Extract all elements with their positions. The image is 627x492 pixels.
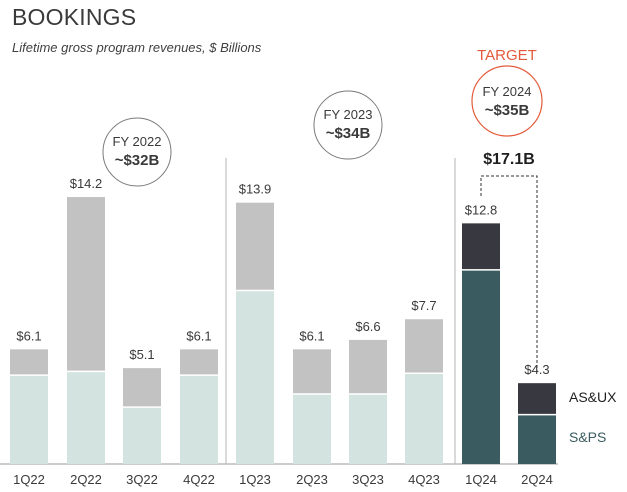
fy2023-label: FY 2023 [324, 107, 373, 122]
total-label-1q23: $13.9 [239, 182, 272, 197]
bar-sps-1q24 [462, 270, 500, 464]
bar-asux-3q23 [349, 339, 387, 394]
total-label-4q22: $6.1 [186, 328, 211, 343]
bar-asux-4q22 [180, 349, 218, 375]
bar-sps-4q23 [405, 373, 443, 464]
bar-sps-2q22 [67, 371, 105, 464]
target-label: FY 2024 [483, 84, 532, 99]
bar-sps-2q23 [293, 394, 331, 464]
bar-group: $6.1 1Q22 $14.2 2Q22 $5.1 3Q22 $6.1 4Q22 $13.9 1Q… [10, 176, 556, 487]
tick-label-4q23: 4Q23 [408, 472, 440, 487]
bar-asux-4q23 [405, 319, 443, 373]
bar-asux-2q22 [67, 197, 105, 371]
bar-sps-1q23 [236, 291, 274, 464]
bar-asux-1q23 [236, 202, 274, 291]
bar-asux-3q22 [123, 368, 161, 407]
bar-sps-3q22 [123, 407, 161, 464]
target-value: ~$35B [485, 102, 530, 119]
chart-subtitle: Lifetime gross program revenues, $ Billi… [12, 40, 262, 55]
total-label-2q24: $4.3 [524, 362, 549, 377]
total-label-3q22: $5.1 [129, 347, 154, 362]
tick-label-1q22: 1Q22 [13, 472, 45, 487]
bar-asux-1q22 [10, 349, 48, 375]
bar-sps-1q22 [10, 375, 48, 464]
total-label-1q24: $12.8 [465, 202, 498, 217]
fy2023-circle [313, 90, 383, 160]
total-label-4q23: $7.7 [411, 298, 436, 313]
tick-label-1q24: 1Q24 [465, 472, 497, 487]
fy2022-circle [102, 117, 172, 187]
bar-sps-3q23 [349, 394, 387, 464]
tick-label-2q24: 2Q24 [521, 472, 553, 487]
total-label-3q23: $6.6 [355, 319, 380, 334]
tick-label-2q22: 2Q22 [70, 472, 102, 487]
chart-title: BOOKINGS [12, 4, 137, 30]
bar-asux-2q24 [518, 383, 556, 415]
tick-label-3q22: 3Q22 [126, 472, 158, 487]
total-label-2q22: $14.2 [70, 176, 103, 191]
tick-label-3q23: 3Q23 [352, 472, 384, 487]
fy2022-label: FY 2022 [113, 134, 162, 149]
fy2023-value: ~$34B [326, 125, 371, 142]
bar-sps-4q22 [180, 375, 218, 464]
h1-2024-bracket [480, 175, 538, 372]
tick-label-4q22: 4Q22 [183, 472, 215, 487]
legend-asux: AS&UX [569, 389, 617, 405]
target-circle [471, 65, 543, 137]
total-label-2q23: $6.1 [299, 328, 324, 343]
total-label-1q22: $6.1 [16, 328, 41, 343]
bar-sps-2q24 [518, 415, 556, 464]
bar-asux-2q23 [293, 349, 331, 394]
target-header: TARGET [477, 47, 537, 64]
fy2022-value: ~$32B [115, 152, 160, 169]
tick-label-2q23: 2Q23 [296, 472, 328, 487]
tick-label-1q23: 1Q23 [239, 472, 271, 487]
bar-asux-1q24 [462, 223, 500, 270]
legend-sps: S&PS [569, 429, 606, 445]
h1-2024-total-label: $17.1B [483, 151, 535, 168]
